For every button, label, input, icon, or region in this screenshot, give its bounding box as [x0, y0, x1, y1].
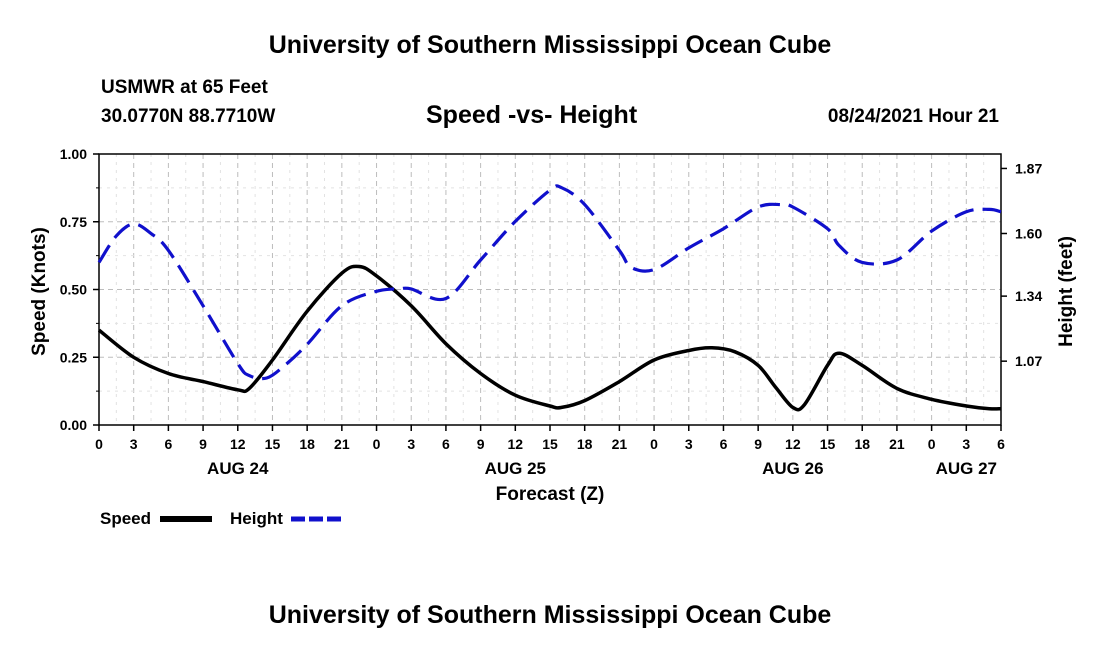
- x-axis-tick-label: 12: [230, 436, 246, 452]
- station-coordinates: 30.0770N 88.7710W: [101, 106, 276, 127]
- x-axis-tick-label: 21: [334, 436, 350, 452]
- x-axis-tick-label: 9: [199, 436, 207, 452]
- legend-label-height: Height: [230, 509, 283, 528]
- right-axis-tick-label: 1.60: [1015, 225, 1042, 241]
- x-axis-tick-label: 9: [754, 436, 762, 452]
- series-line-height: [97, 184, 1002, 381]
- x-axis-tick-label: 6: [997, 436, 1005, 452]
- left-axis-title: Speed (Knots): [29, 227, 50, 356]
- x-axis-tick-label: 18: [854, 436, 870, 452]
- x-axis: 0 3 6 9 12 15 18 21 0 3 6 9 12 15 18 21 0 3 6 9 12 15 18 21 0 3 6A…: [95, 425, 1005, 478]
- x-axis-tick-label: 3: [407, 436, 415, 452]
- series-line-speed: [97, 264, 1002, 412]
- x-axis-tick-label: 15: [542, 436, 558, 452]
- x-axis-tick-label: 18: [299, 436, 315, 452]
- left-axis-tick-label: 0.75: [60, 214, 87, 230]
- x-axis-tick-label: 6: [442, 436, 450, 452]
- left-axis-tick-label: 0.25: [60, 349, 87, 365]
- left-axis-tick-label: 0.00: [60, 417, 87, 433]
- x-axis-tick-label: 3: [962, 436, 970, 452]
- x-axis-date-label: AUG 25: [485, 459, 546, 478]
- x-axis-tick-label: 21: [889, 436, 905, 452]
- right-axis: 1.07 1.34 1.60 1.87: [1001, 160, 1042, 369]
- x-axis-tick-label: 3: [685, 436, 693, 452]
- x-axis-title: Forecast (Z): [496, 484, 605, 505]
- legend-label-speed: Speed: [100, 509, 151, 528]
- x-axis-tick-label: 15: [820, 436, 836, 452]
- left-axis: 0.00 0.25 0.50 0.75 1.00: [60, 146, 99, 433]
- x-axis-tick-label: 15: [265, 436, 281, 452]
- left-axis-tick-label: 1.00: [60, 146, 87, 162]
- right-axis-tick-label: 1.34: [1015, 288, 1042, 304]
- x-axis-date-label: AUG 24: [207, 459, 269, 478]
- footer-title: University of Southern Mississippi Ocean…: [268, 601, 832, 629]
- x-axis-tick-label: 21: [612, 436, 628, 452]
- x-axis-tick-label: 6: [164, 436, 172, 452]
- x-axis-date-label: AUG 26: [762, 459, 823, 478]
- page-title: University of Southern Mississippi Ocean…: [268, 31, 832, 59]
- grid: [99, 154, 1001, 425]
- right-axis-title: Height (feet): [1056, 236, 1077, 347]
- x-axis-tick-label: 3: [130, 436, 138, 452]
- x-axis-tick-label: 0: [650, 436, 658, 452]
- x-axis-tick-label: 12: [508, 436, 524, 452]
- station-name: USMWR at 65 Feet: [101, 77, 268, 98]
- x-axis-tick-label: 9: [477, 436, 485, 452]
- legend: Speed Height: [100, 509, 343, 528]
- forecast-date: 08/24/2021 Hour 21: [827, 106, 999, 127]
- x-axis-tick-label: 12: [785, 436, 801, 452]
- x-axis-tick-label: 18: [577, 436, 593, 452]
- right-axis-tick-label: 1.87: [1015, 160, 1042, 176]
- x-axis-tick-label: 0: [373, 436, 381, 452]
- x-axis-date-label: AUG 27: [936, 459, 997, 478]
- chart-title: Speed -vs- Height: [426, 101, 638, 129]
- left-axis-tick-label: 0.50: [60, 282, 87, 298]
- x-axis-tick-label: 6: [720, 436, 728, 452]
- x-axis-tick-label: 0: [928, 436, 936, 452]
- x-axis-tick-label: 0: [95, 436, 103, 452]
- right-axis-tick-label: 1.07: [1015, 353, 1042, 369]
